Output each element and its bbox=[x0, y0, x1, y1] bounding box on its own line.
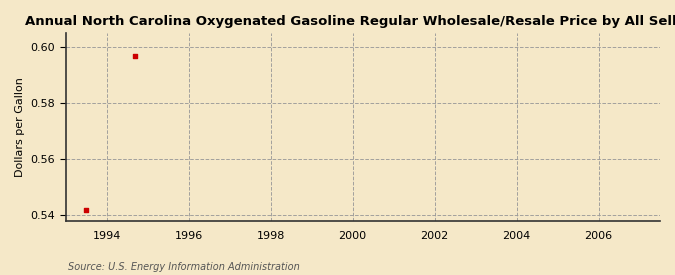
Title: Annual North Carolina Oxygenated Gasoline Regular Wholesale/Resale Price by All : Annual North Carolina Oxygenated Gasolin… bbox=[25, 15, 675, 28]
Y-axis label: Dollars per Gallon: Dollars per Gallon bbox=[15, 77, 25, 177]
Point bbox=[81, 208, 92, 212]
Point bbox=[130, 54, 141, 58]
Text: Source: U.S. Energy Information Administration: Source: U.S. Energy Information Administ… bbox=[68, 262, 299, 272]
